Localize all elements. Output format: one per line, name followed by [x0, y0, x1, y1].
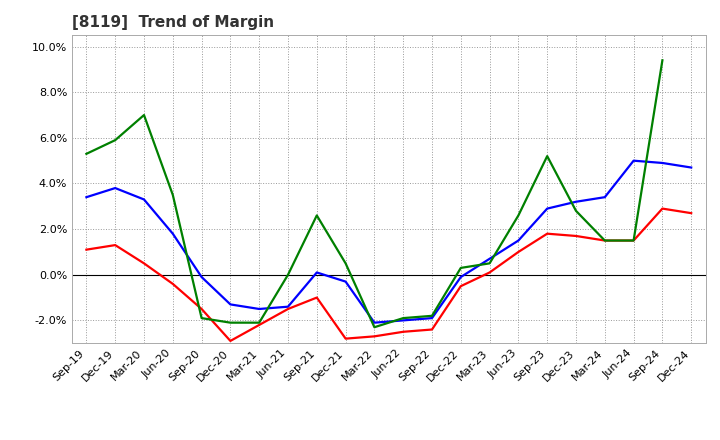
- Net Income: [255, 323, 264, 328]
- Net Income: [543, 231, 552, 236]
- Line: Operating Cashflow: Operating Cashflow: [86, 60, 662, 327]
- Operating Cashflow: [456, 265, 465, 271]
- Operating Cashflow: [572, 208, 580, 213]
- Ordinary Income: [514, 238, 523, 243]
- Ordinary Income: [255, 306, 264, 312]
- Operating Cashflow: [629, 238, 638, 243]
- Net Income: [197, 306, 206, 312]
- Operating Cashflow: [197, 315, 206, 321]
- Operating Cashflow: [255, 320, 264, 325]
- Net Income: [111, 242, 120, 248]
- Ordinary Income: [226, 302, 235, 307]
- Operating Cashflow: [428, 313, 436, 319]
- Net Income: [312, 295, 321, 300]
- Ordinary Income: [629, 158, 638, 163]
- Ordinary Income: [600, 194, 609, 200]
- Operating Cashflow: [658, 58, 667, 63]
- Ordinary Income: [197, 275, 206, 280]
- Operating Cashflow: [284, 272, 292, 277]
- Net Income: [428, 327, 436, 332]
- Net Income: [82, 247, 91, 252]
- Operating Cashflow: [514, 213, 523, 218]
- Net Income: [687, 210, 696, 216]
- Net Income: [514, 249, 523, 255]
- Ordinary Income: [658, 160, 667, 165]
- Line: Net Income: Net Income: [86, 209, 691, 341]
- Net Income: [600, 238, 609, 243]
- Net Income: [140, 261, 148, 266]
- Net Income: [226, 338, 235, 344]
- Net Income: [168, 281, 177, 286]
- Ordinary Income: [341, 279, 350, 284]
- Operating Cashflow: [341, 261, 350, 266]
- Ordinary Income: [168, 231, 177, 236]
- Operating Cashflow: [111, 138, 120, 143]
- Ordinary Income: [111, 185, 120, 191]
- Net Income: [284, 306, 292, 312]
- Text: [8119]  Trend of Margin: [8119] Trend of Margin: [72, 15, 274, 30]
- Ordinary Income: [543, 206, 552, 211]
- Net Income: [456, 283, 465, 289]
- Net Income: [629, 238, 638, 243]
- Ordinary Income: [572, 199, 580, 205]
- Line: Ordinary Income: Ordinary Income: [86, 161, 691, 323]
- Net Income: [341, 336, 350, 341]
- Operating Cashflow: [600, 238, 609, 243]
- Operating Cashflow: [168, 192, 177, 198]
- Operating Cashflow: [140, 112, 148, 117]
- Ordinary Income: [456, 275, 465, 280]
- Ordinary Income: [370, 320, 379, 325]
- Ordinary Income: [284, 304, 292, 309]
- Ordinary Income: [312, 270, 321, 275]
- Operating Cashflow: [485, 261, 494, 266]
- Ordinary Income: [82, 194, 91, 200]
- Operating Cashflow: [82, 151, 91, 157]
- Operating Cashflow: [543, 154, 552, 159]
- Ordinary Income: [485, 256, 494, 261]
- Operating Cashflow: [370, 325, 379, 330]
- Operating Cashflow: [312, 213, 321, 218]
- Net Income: [485, 270, 494, 275]
- Net Income: [370, 334, 379, 339]
- Ordinary Income: [428, 315, 436, 321]
- Net Income: [658, 206, 667, 211]
- Net Income: [399, 329, 408, 334]
- Ordinary Income: [399, 318, 408, 323]
- Net Income: [572, 233, 580, 238]
- Operating Cashflow: [399, 315, 408, 321]
- Ordinary Income: [140, 197, 148, 202]
- Ordinary Income: [687, 165, 696, 170]
- Operating Cashflow: [226, 320, 235, 325]
